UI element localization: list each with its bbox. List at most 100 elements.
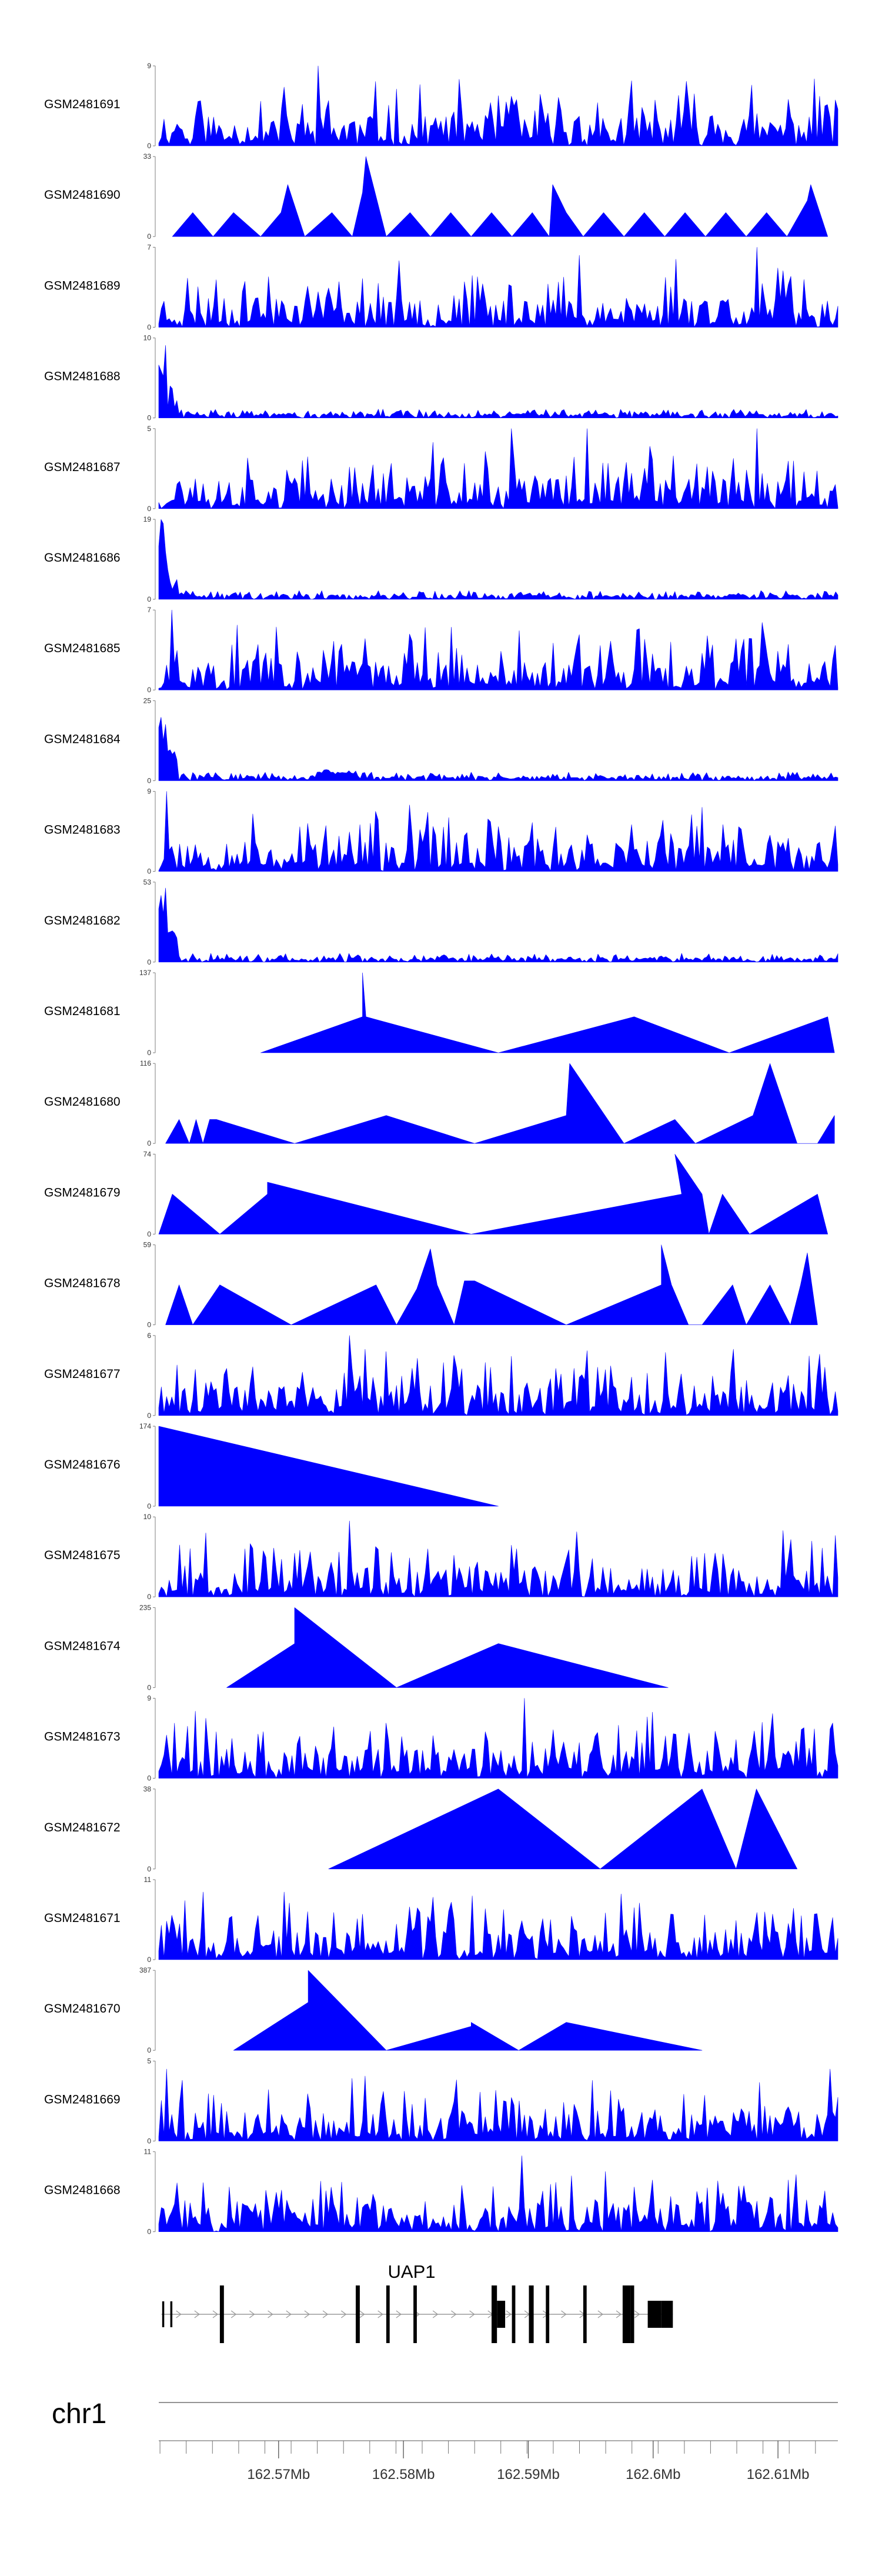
coverage-area [158,717,838,781]
track-GSM2481688: GSM2481688 10 0 [44,334,838,422]
coverage-area [165,1063,835,1144]
strand-arrow [230,2310,237,2318]
y-axis-max-label: 74 [143,1150,152,1158]
y-axis-zero-label: 0 [147,686,151,694]
strand-arrow [634,2310,640,2318]
exon-7 [492,2285,497,2343]
coverage-area [158,428,838,509]
strand-arrow [212,2310,219,2318]
exon-11 [546,2285,550,2343]
track-GSM2481677: GSM2481677 6 0 [44,1332,838,1420]
coverage-area [158,345,838,418]
y-axis-max-label: 19 [143,515,152,523]
axis-tick-label: 162.6Mb [626,2467,680,2482]
track-GSM2481686: GSM2481686 19 0 [44,515,838,603]
y-axis-zero-label: 0 [147,1230,151,1238]
track-GSM2481671: GSM2481671 11 0 [44,1876,838,1964]
exon-13 [622,2285,631,2343]
gene-name: UAP1 [388,2261,436,2282]
y-axis-zero-label: 0 [147,1502,151,1510]
coverage-area [158,247,838,328]
y-axis-max-label: 53 [143,878,152,886]
gene-model-track: UAP1 [161,2261,673,2343]
y-axis-max-label: 116 [140,1059,151,1067]
y-axis-zero-label: 0 [147,1956,151,1964]
track-GSM2481675: GSM2481675 10 0 [44,1513,838,1601]
track-GSM2481674: GSM2481674 235 0 [44,1603,669,1691]
y-axis-zero-label: 0 [147,505,151,513]
coverage-area [158,1335,838,1416]
y-axis-max-label: 235 [139,1603,151,1611]
y-axis-zero-label: 0 [147,142,151,150]
track-label: GSM2481675 [44,1549,121,1562]
y-axis-max-label: 6 [147,1332,151,1340]
coverage-area [158,519,838,600]
strand-arrow [194,2310,200,2318]
y-axis-max-label: 387 [139,1966,151,1974]
y-axis-max-label: 5 [147,2057,151,2065]
y-axis-max-label: 11 [144,1876,152,1884]
strand-arrow [286,2310,292,2318]
track-label: GSM2481677 [44,1367,121,1381]
track-label: GSM2481689 [44,279,121,292]
y-axis-max-label: 11 [144,2148,152,2156]
track-label: GSM2481681 [44,1005,121,1018]
axis-tick-label: 162.61Mb [747,2467,810,2482]
exon-4 [356,2285,360,2343]
y-axis-max-label: 5 [147,425,151,433]
exon-1 [162,2301,165,2327]
exon-2 [170,2301,173,2327]
y-axis-zero-label: 0 [147,232,151,241]
strand-arrow [377,2310,383,2318]
track-GSM2481678: GSM2481678 59 0 [44,1241,818,1329]
strand-arrow [469,2310,475,2318]
axis-tick-label: 162.57Mb [247,2467,310,2482]
exon-8 [497,2301,506,2328]
y-axis-zero-label: 0 [147,1774,151,1783]
track-label: GSM2481669 [44,2093,121,2106]
y-axis-zero-label: 0 [147,1593,151,1601]
track-label: GSM2481682 [44,914,121,927]
coverage-area [158,887,838,963]
y-axis-max-label: 174 [139,1422,151,1430]
y-axis-max-label: 33 [143,152,152,161]
coverage-area [233,1970,703,2051]
track-GSM2481683: GSM2481683 9 0 [44,788,838,876]
track-GSM2481672: GSM2481672 38 0 [44,1785,797,1873]
y-axis-max-label: 7 [147,606,151,614]
coverage-area [158,1520,838,1597]
coverage-area [158,2068,838,2141]
exon-14 [630,2285,634,2343]
y-axis-max-label: 10 [143,1513,152,1521]
exon-16 [661,2301,673,2328]
track-label: GSM2481672 [44,1821,121,1834]
exon-5 [386,2285,390,2343]
strand-arrow [616,2310,622,2318]
strand-arrow [268,2310,273,2318]
track-label: GSM2481671 [44,1911,121,1925]
strand-arrow [322,2310,329,2318]
y-axis-max-label: 10 [143,334,152,342]
coverage-area [158,1891,838,1960]
y-axis-max-label: 25 [143,696,152,705]
track-GSM2481668: GSM2481668 11 0 [44,2148,838,2236]
strand-arrow [561,2310,567,2318]
y-axis-zero-label: 0 [147,1321,151,1329]
track-GSM2481690: GSM2481690 33 0 [44,152,828,241]
track-label: GSM2481684 [44,732,121,746]
y-axis-max-label: 9 [147,788,151,796]
strand-arrow [176,2310,182,2318]
y-axis-zero-label: 0 [147,867,151,876]
track-label: GSM2481686 [44,551,121,565]
y-axis-zero-label: 0 [147,2046,151,2054]
y-axis-max-label: 9 [147,62,151,70]
track-GSM2481691: GSM2481691 9 0 [44,62,838,150]
track-GSM2481687: GSM2481687 5 0 [44,425,838,513]
coverage-area [158,65,838,146]
y-axis-max-label: 9 [147,1694,151,1703]
coverage-area [172,156,828,237]
strand-arrow [432,2310,439,2318]
track-label: GSM2481678 [44,1277,121,1290]
strand-arrow [396,2310,402,2318]
